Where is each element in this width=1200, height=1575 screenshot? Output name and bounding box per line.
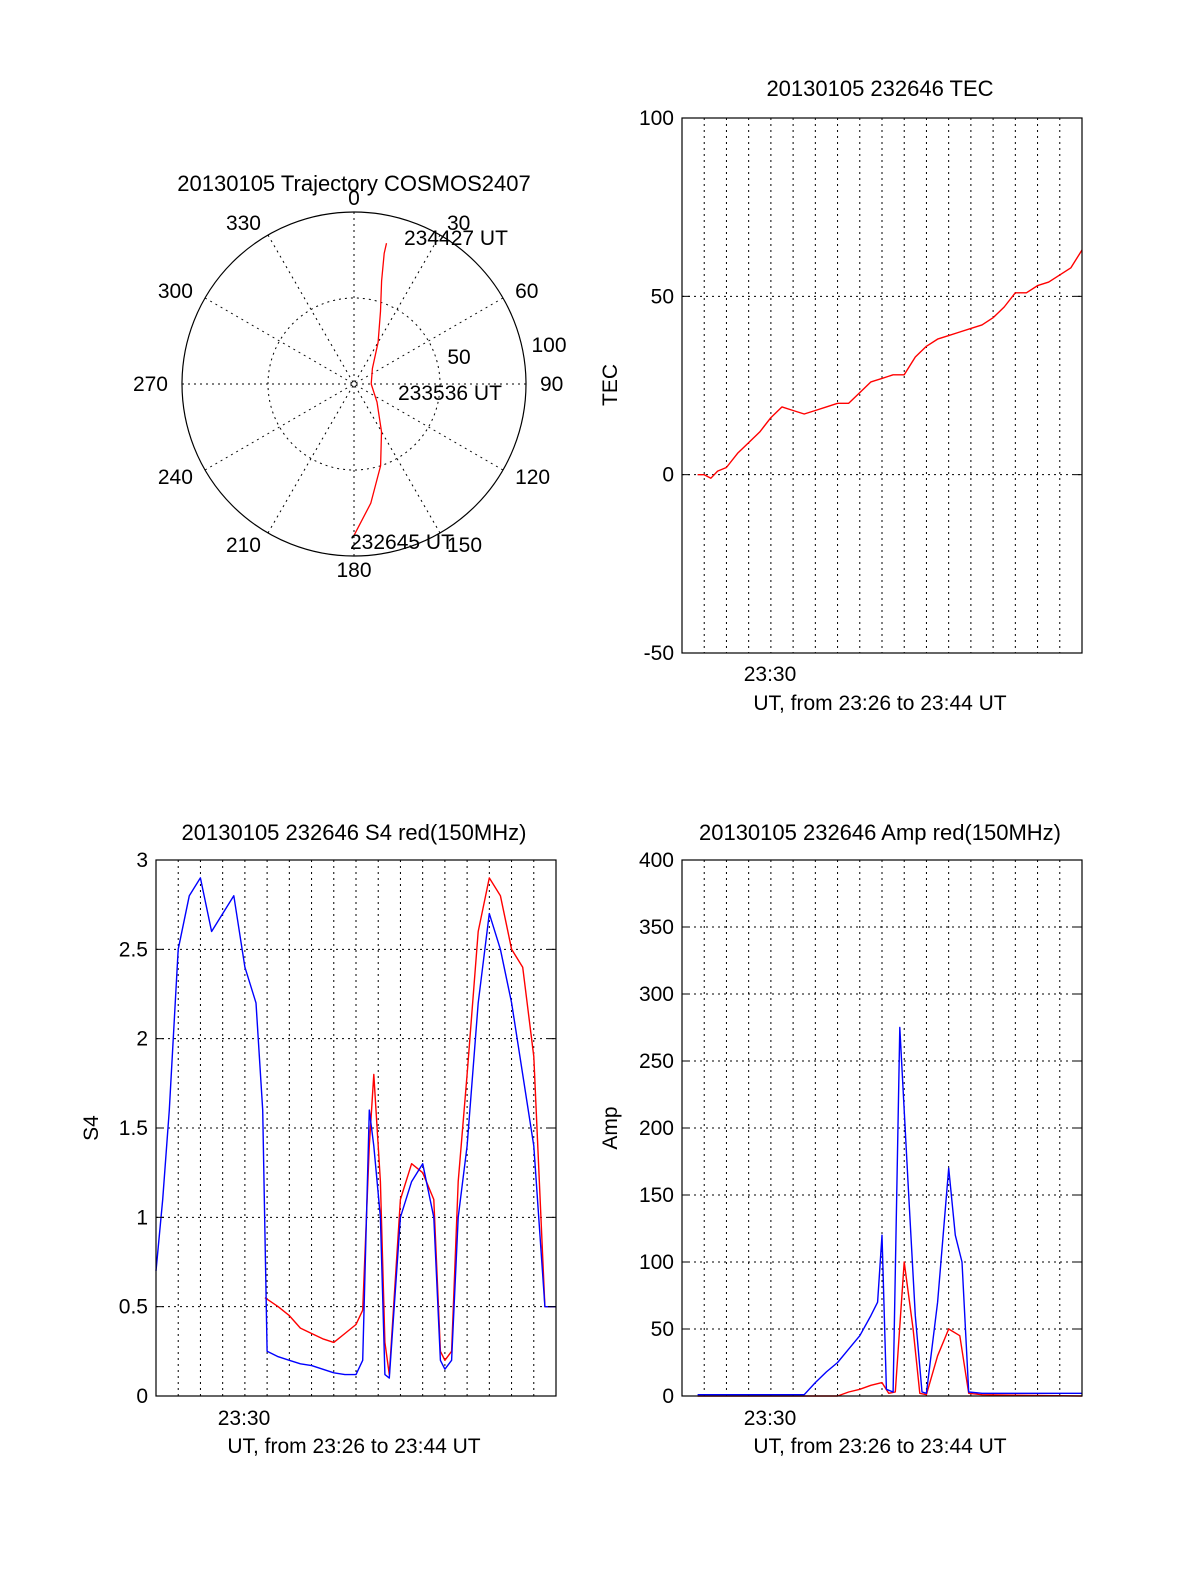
- trajectory-series: [353, 243, 388, 536]
- y-tick-label-200: 200: [639, 1117, 674, 1140]
- polar-outer-circle: [181, 211, 527, 557]
- y-tick-label-2.5: 2.5: [119, 938, 148, 961]
- trajectory-panel: 20130105 Trajectory COSMOS2407 0 30 60 90 12…: [133, 171, 567, 582]
- series-red: [697, 249, 1083, 479]
- y-tick-label-50: 50: [651, 285, 674, 308]
- y-tick-label--50: -50: [644, 642, 674, 665]
- tec-x-tick-label: 23:30: [744, 663, 797, 686]
- s4-grid: [156, 860, 556, 1396]
- tec-grid: [682, 118, 1082, 653]
- s4-y-ticks: 0 0.5 1 1.5 2 2.5 3: [119, 849, 556, 1408]
- trajectory-title: 20130105 Trajectory COSMOS2407: [177, 171, 530, 196]
- azimuth-label-90: 90: [540, 373, 563, 396]
- amp-series: [697, 1026, 1083, 1397]
- y-tick-label-400: 400: [639, 849, 674, 872]
- azimuth-label-240: 240: [158, 466, 193, 489]
- y-tick-label-0: 0: [662, 1385, 674, 1408]
- amp-y-axis-label: Amp: [599, 1106, 622, 1149]
- amp-x-tick-label: 23:30: [744, 1407, 797, 1430]
- s4-title: 20130105 232646 S4 red(150MHz): [182, 820, 527, 845]
- y-tick-label-250: 250: [639, 1050, 674, 1073]
- y-tick-label-3: 3: [136, 849, 148, 872]
- s4-x-axis-label: UT, from 23:26 to 23:44 UT: [227, 1435, 480, 1458]
- tec-plot-frame: [681, 117, 1083, 654]
- azimuth-label-180: 180: [336, 559, 371, 582]
- tec-series: [697, 249, 1083, 479]
- amp-grid: [682, 860, 1082, 1396]
- s4-y-axis-label: S4: [80, 1115, 103, 1141]
- trajectory-line: [353, 243, 388, 536]
- tec-panel: 20130105 232646 TEC -50 0 50 100 23:30 UT, …: [599, 76, 1083, 715]
- traj-annotation-start: 232645 UT: [350, 531, 454, 554]
- series-blue: [697, 1026, 1082, 1396]
- y-tick-label-300: 300: [639, 983, 674, 1006]
- azimuth-label-120: 120: [515, 466, 550, 489]
- polar-grid: [182, 212, 526, 556]
- y-tick-label-50: 50: [651, 1318, 674, 1341]
- y-tick-label-0: 0: [662, 464, 674, 487]
- series-red: [697, 1261, 1083, 1397]
- s4-x-tick-label: 23:30: [218, 1407, 271, 1430]
- tec-y-ticks: -50 0 50 100: [639, 107, 1082, 665]
- azimuth-label-330: 330: [226, 212, 261, 235]
- polar-labels: 0 30 60 90 120 150 180 210 240 270 300 330 50 100: [133, 187, 567, 582]
- y-tick-label-350: 350: [639, 916, 674, 939]
- traj-annotation-end: 234427 UT: [404, 227, 508, 250]
- azimuth-label-60: 60: [515, 280, 538, 303]
- radius-label-100: 100: [531, 334, 566, 357]
- azimuth-label-270: 270: [133, 373, 168, 396]
- s4-series: [155, 877, 556, 1379]
- s4-panel: 20130105 232646 S4 red(150MHz) 0 0.5 1 1.5 2…: [80, 820, 557, 1458]
- traj-annotation-mid: 233536 UT: [398, 382, 502, 405]
- tec-x-axis-label: UT, from 23:26 to 23:44 UT: [753, 692, 1006, 715]
- y-tick-label-1.5: 1.5: [119, 1117, 148, 1140]
- y-tick-label-150: 150: [639, 1184, 674, 1207]
- azimuth-label-300: 300: [158, 280, 193, 303]
- amp-panel: 20130105 232646 Amp red(150MHz) 0 50 100 15…: [599, 820, 1083, 1458]
- amp-x-axis-label: UT, from 23:26 to 23:44 UT: [753, 1435, 1006, 1458]
- tec-y-axis-label: TEC: [599, 364, 622, 406]
- y-tick-label-2: 2: [136, 1028, 148, 1051]
- amp-title: 20130105 232646 Amp red(150MHz): [699, 820, 1061, 845]
- y-tick-label-1: 1: [136, 1206, 148, 1229]
- azimuth-label-210: 210: [226, 534, 261, 557]
- y-tick-label-100: 100: [639, 107, 674, 130]
- azimuth-label-150: 150: [447, 534, 482, 557]
- series-red: [264, 877, 556, 1376]
- azimuth-label-0: 0: [348, 187, 360, 210]
- series-blue: [155, 877, 556, 1379]
- azimuth-label-30: 30: [447, 212, 470, 235]
- amp-y-ticks: 0 50 100 150 200 250 300 350 400: [639, 849, 1082, 1408]
- tec-title: 20130105 232646 TEC: [766, 76, 993, 101]
- radius-label-50: 50: [447, 346, 470, 369]
- y-tick-label-0: 0: [136, 1385, 148, 1408]
- y-tick-label-0.5: 0.5: [119, 1296, 148, 1319]
- y-tick-label-100: 100: [639, 1251, 674, 1274]
